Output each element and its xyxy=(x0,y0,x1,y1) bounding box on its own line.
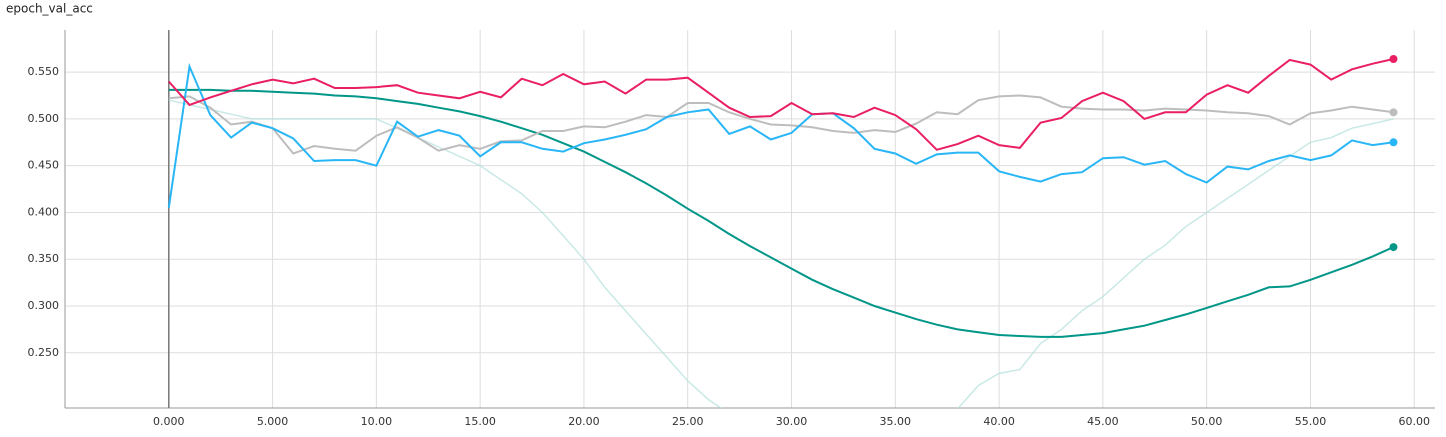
series-line xyxy=(168,58,1394,151)
series-line xyxy=(168,88,1394,338)
y-tick-label: 0.550 xyxy=(28,65,60,78)
series-line xyxy=(168,99,1394,408)
series-line xyxy=(168,94,1394,155)
x-tick-label: 30.00 xyxy=(776,415,808,428)
end-point xyxy=(1389,138,1398,147)
axis-labels: 0.250 0.300 0.350 0.400 0.450 0.500 0.550 0.000… xyxy=(28,65,1430,428)
x-tick-label: 0.000 xyxy=(153,415,185,428)
end-point xyxy=(1389,108,1398,117)
x-tick-label: 60.00 xyxy=(1398,415,1430,428)
y-tick-label: 0.400 xyxy=(28,205,60,218)
x-tick-label: 5.000 xyxy=(257,415,289,428)
x-tick-label: 45.00 xyxy=(1087,415,1119,428)
end-point xyxy=(1389,243,1398,252)
y-tick-label: 0.450 xyxy=(28,159,60,172)
x-tick-label: 50.00 xyxy=(1191,415,1223,428)
y-tick-label: 0.250 xyxy=(28,346,60,359)
y-tick-label: 0.300 xyxy=(28,299,60,312)
chart-title: epoch_val_acc xyxy=(6,2,93,16)
series-line xyxy=(167,62,1394,208)
x-tick-label: 15.00 xyxy=(464,415,496,428)
x-tick-label: 25.00 xyxy=(672,415,704,428)
end-point xyxy=(1389,55,1398,64)
y-tick-label: 0.500 xyxy=(28,112,60,125)
x-tick-label: 40.00 xyxy=(983,415,1015,428)
x-tick-label: 55.00 xyxy=(1295,415,1327,428)
plot-area xyxy=(167,55,1398,408)
x-tick-label: 35.00 xyxy=(880,415,912,428)
y-tick-label: 0.350 xyxy=(28,252,60,265)
x-tick-label: 10.00 xyxy=(361,415,393,428)
x-tick-label: 20.00 xyxy=(568,415,600,428)
